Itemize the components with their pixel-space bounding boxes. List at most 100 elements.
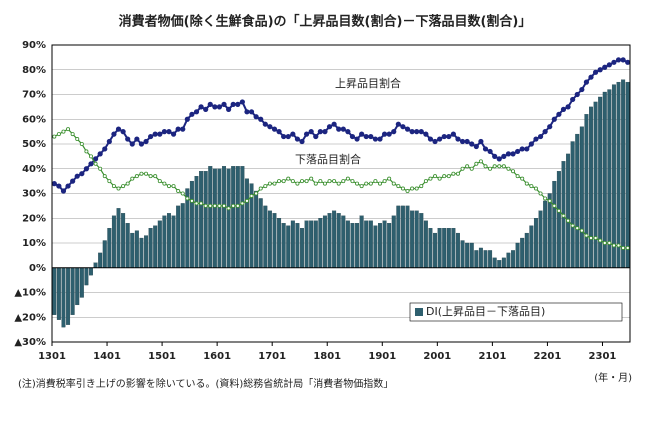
marker (410, 186, 415, 191)
marker (423, 179, 428, 184)
marker (625, 245, 630, 250)
y-tick-label: ▲30% (14, 337, 46, 348)
bar (524, 232, 529, 268)
marker (524, 181, 529, 186)
marker (175, 126, 181, 132)
bar (515, 242, 520, 268)
bar (364, 220, 369, 268)
bar (235, 166, 240, 268)
marker (565, 104, 571, 110)
marker (263, 184, 268, 189)
marker (583, 79, 590, 85)
marker (482, 146, 489, 152)
marker (157, 131, 163, 137)
marker (363, 133, 369, 140)
footnote: (注)消費税率引き上げの影響を除いている。(資料)総務省統計局「消費者物価指数」 (18, 377, 393, 390)
bar (286, 225, 291, 268)
marker (419, 184, 424, 189)
marker (382, 179, 387, 184)
marker (620, 57, 626, 63)
marker (469, 141, 475, 147)
marker (83, 166, 90, 172)
bar (533, 218, 538, 268)
bar (584, 114, 589, 268)
marker (409, 129, 415, 135)
bar (79, 267, 84, 298)
marker (602, 240, 607, 245)
marker (611, 243, 616, 248)
bar (400, 205, 405, 268)
marker (488, 166, 493, 171)
legend-swatch (415, 308, 423, 316)
bar (217, 168, 222, 268)
marker (102, 146, 108, 152)
marker (579, 86, 585, 93)
bar (93, 262, 98, 268)
marker (515, 148, 521, 155)
bar (281, 223, 286, 268)
marker (451, 171, 456, 176)
marker (79, 171, 85, 177)
bar (575, 133, 580, 268)
marker (152, 131, 158, 137)
marker (584, 233, 589, 238)
marker (56, 132, 61, 137)
marker (244, 198, 249, 203)
marker (336, 126, 342, 132)
marker (253, 114, 259, 120)
marker (340, 126, 346, 132)
bar (547, 193, 552, 268)
marker (70, 132, 75, 137)
bar (295, 223, 300, 268)
y-tick-label: 60% (22, 114, 46, 125)
marker (194, 201, 199, 206)
bar (199, 171, 204, 268)
bar (396, 205, 401, 268)
marker (111, 184, 116, 189)
marker (217, 203, 222, 208)
marker (510, 151, 516, 157)
marker (207, 101, 213, 107)
marker (170, 131, 177, 137)
marker (387, 176, 392, 181)
y-tick-label: ▲20% (14, 312, 46, 323)
marker (400, 124, 406, 130)
bar (405, 205, 410, 268)
marker (244, 109, 250, 115)
bar (543, 200, 548, 268)
marker (254, 191, 259, 196)
marker (496, 156, 502, 162)
bar (194, 176, 199, 268)
bar (98, 252, 103, 268)
bar (148, 227, 153, 268)
bar (350, 223, 355, 268)
marker (377, 136, 383, 142)
marker (355, 181, 360, 186)
bar (102, 240, 107, 268)
marker (139, 171, 144, 176)
marker (185, 196, 190, 201)
bar (566, 153, 571, 268)
bar (345, 220, 350, 268)
marker (537, 133, 544, 140)
bar (290, 220, 295, 268)
marker (92, 156, 99, 162)
marker (464, 138, 470, 145)
bar (410, 210, 415, 268)
marker (304, 179, 309, 184)
bar (483, 250, 488, 268)
marker (166, 129, 172, 135)
bar (189, 180, 194, 268)
marker (501, 153, 507, 159)
bar (52, 267, 57, 315)
marker (359, 184, 364, 189)
marker (538, 191, 543, 196)
marker (240, 201, 245, 206)
marker (235, 101, 241, 107)
marker (166, 184, 171, 189)
marker (115, 126, 122, 132)
marker (203, 203, 208, 208)
y-tick-label: 50% (22, 139, 46, 150)
bar (56, 267, 61, 320)
x-tick-label: 2001 (423, 351, 451, 362)
